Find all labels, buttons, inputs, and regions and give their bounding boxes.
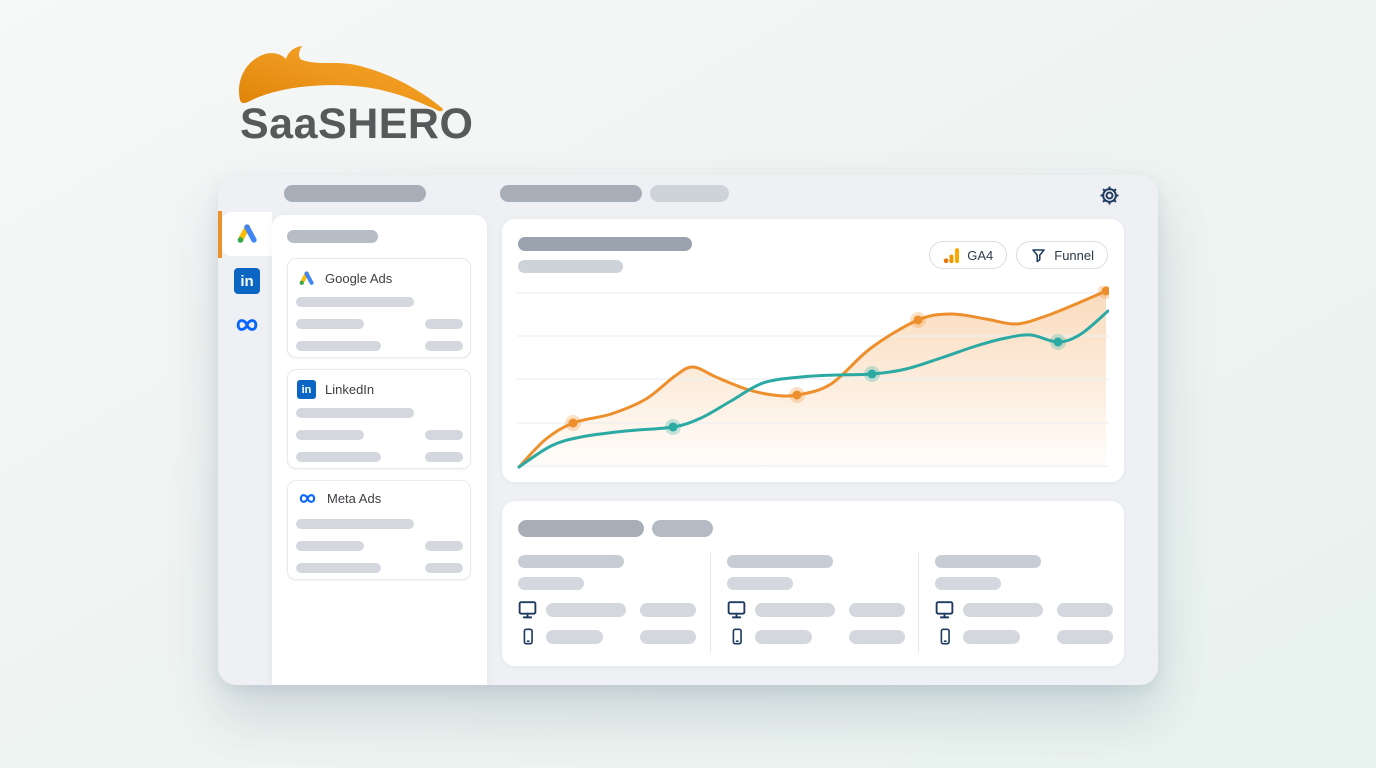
- connector-card-meta-ads[interactable]: Meta Ads: [287, 480, 471, 580]
- mobile-icon: [732, 628, 742, 645]
- placeholder-bar: [296, 563, 381, 573]
- meta-icon: [299, 494, 316, 503]
- funnel-icon: [1032, 248, 1046, 262]
- device-breakdown-card: [501, 500, 1125, 667]
- placeholder-bar: [287, 230, 378, 243]
- placeholder-bar: [425, 541, 463, 551]
- placeholder-bar: [296, 430, 364, 440]
- sidebar-tab-linkedin[interactable]: in: [222, 259, 272, 303]
- connector-card-header: Meta Ads: [297, 491, 381, 506]
- connector-card-linkedin[interactable]: in LinkedIn: [287, 369, 471, 469]
- placeholder-bar: [849, 630, 905, 644]
- chart-toolbar: GA4 Funnel: [929, 241, 1108, 269]
- placeholder-bar: [640, 630, 696, 644]
- placeholder-bar: [296, 408, 414, 418]
- funnel-button[interactable]: Funnel: [1016, 241, 1108, 269]
- placeholder-bar: [1057, 630, 1113, 644]
- placeholder-bar: [1057, 603, 1113, 617]
- connector-card-header: Google Ads: [297, 269, 392, 288]
- sidebar-tab-google-ads[interactable]: [222, 212, 272, 256]
- placeholder-bar: [727, 555, 833, 568]
- placeholder-bar: [755, 630, 812, 644]
- sidebar-tab-meta[interactable]: [222, 303, 272, 347]
- placeholder-bar: [963, 630, 1020, 644]
- placeholder-bar: [935, 555, 1041, 568]
- placeholder-bar: [500, 185, 642, 202]
- meta-icon: [236, 319, 258, 331]
- desktop-icon: [727, 601, 746, 619]
- settings-button[interactable]: [1096, 182, 1122, 208]
- placeholder-bar: [296, 541, 364, 551]
- analytics-chart-card: GA4 Funnel: [501, 218, 1125, 483]
- connectors-panel: Google Ads in LinkedIn: [272, 215, 487, 685]
- ga4-button-label: GA4: [967, 247, 994, 263]
- placeholder-bar: [425, 430, 463, 440]
- placeholder-bar: [546, 630, 603, 644]
- placeholder-bar: [296, 519, 414, 529]
- trend-chart: [517, 286, 1109, 469]
- desktop-icon: [935, 601, 954, 619]
- active-tab-indicator: [218, 211, 222, 258]
- mobile-icon: [940, 628, 950, 645]
- logo-swoosh-icon: [238, 46, 443, 112]
- linkedin-icon: in: [234, 268, 260, 294]
- google-ads-icon: [237, 224, 257, 243]
- logo-wordmark: SaaSHERO: [240, 100, 474, 148]
- desktop-icon: [518, 601, 537, 619]
- ga4-icon: [944, 247, 960, 263]
- breakdown-column: [502, 553, 710, 653]
- placeholder-bar: [849, 603, 905, 617]
- placeholder-bar: [727, 577, 793, 590]
- placeholder-bar: [296, 341, 381, 351]
- placeholder-bar: [935, 577, 1001, 590]
- connector-card-google-ads[interactable]: Google Ads: [287, 258, 471, 358]
- breakdown-column: [918, 553, 1126, 653]
- google-ads-icon: [299, 271, 314, 285]
- ga4-button[interactable]: GA4: [929, 241, 1008, 269]
- placeholder-bar: [296, 452, 381, 462]
- placeholder-bar: [755, 603, 835, 617]
- mobile-icon: [523, 628, 533, 645]
- placeholder-bar: [963, 603, 1043, 617]
- app-window: in Google Ads: [218, 175, 1158, 685]
- saashero-logo: SaaSHERO: [236, 44, 473, 148]
- placeholder-bar: [518, 520, 644, 537]
- breakdown-columns: [502, 553, 1126, 653]
- placeholder-bar: [518, 237, 692, 251]
- breakdown-column: [710, 553, 918, 653]
- connector-card-label: LinkedIn: [325, 382, 375, 397]
- gear-icon: [1099, 185, 1119, 205]
- placeholder-bar: [640, 603, 696, 617]
- placeholder-bar: [425, 452, 463, 462]
- placeholder-bar: [546, 603, 626, 617]
- funnel-button-label: Funnel: [1054, 247, 1094, 263]
- linkedin-icon: in: [297, 380, 316, 399]
- connector-card-label: Google Ads: [325, 271, 393, 286]
- placeholder-bar: [425, 341, 463, 351]
- placeholder-bar: [296, 319, 364, 329]
- placeholder-bar: [425, 563, 463, 573]
- connector-card-header: in LinkedIn: [297, 380, 374, 399]
- placeholder-bar: [284, 185, 426, 202]
- placeholder-bar: [652, 520, 713, 537]
- placeholder-bar: [425, 319, 463, 329]
- placeholder-bar: [296, 297, 414, 307]
- connector-card-label: Meta Ads: [327, 491, 382, 506]
- placeholder-bar: [518, 555, 624, 568]
- placeholder-bar: [518, 577, 584, 590]
- placeholder-bar: [650, 185, 729, 202]
- placeholder-bar: [518, 260, 623, 273]
